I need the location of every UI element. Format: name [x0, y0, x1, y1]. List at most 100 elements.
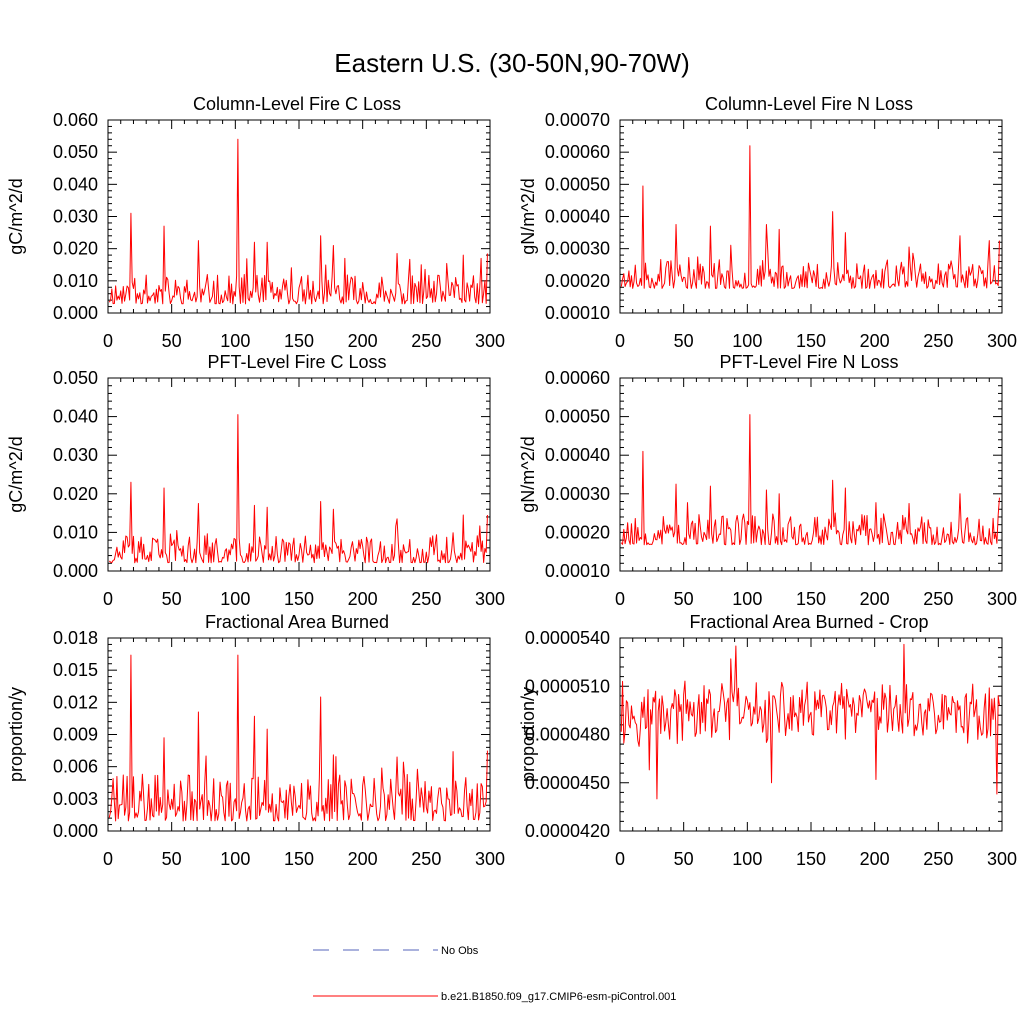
y-tick-label: 0.00050	[545, 174, 610, 194]
chart-title: PFT-Level Fire C Loss	[207, 352, 386, 372]
plot-frame	[107, 637, 491, 832]
x-tick-label: 300	[987, 849, 1017, 869]
y-tick-label: 0.018	[53, 628, 98, 648]
chart-panel-4: PFT-Level Fire N Loss gN/m^2/d 0.00010 0.00…	[518, 352, 1017, 609]
y-axis-label: proportion/y	[518, 687, 538, 782]
plot-frame	[619, 377, 1003, 572]
y-tick-label: 0.00010	[545, 561, 610, 581]
y-tick-label: 0.040	[53, 407, 98, 427]
chart-panel-2: Column-Level Fire N LossgN/m^2/d0.000100…	[518, 94, 1017, 351]
plot-frame	[619, 119, 1003, 314]
x-tick-label: 50	[162, 849, 182, 869]
chart-title: Column-Level Fire C Loss	[193, 94, 401, 114]
x-tick-label: 200	[348, 589, 378, 609]
y-tick-label: 0.0000540	[525, 628, 610, 648]
y-axis-label: gN/m^2/d	[518, 178, 538, 254]
plot-frame	[107, 119, 491, 314]
y-tick-label: 0.010	[53, 522, 98, 542]
y-tick-label: 0.060	[53, 110, 98, 130]
x-tick-label: 250	[923, 589, 953, 609]
chart-title: Column-Level Fire N Loss	[705, 94, 913, 114]
x-tick-label: 150	[796, 849, 826, 869]
y-tick-label: 0.030	[53, 207, 98, 227]
legend: No Obs b.e21.B1850.f09_g17.CMIP6-esm-piC…	[313, 945, 676, 1003]
y-tick-label: 0.050	[53, 142, 98, 162]
x-tick-label: 300	[475, 589, 505, 609]
x-tick-label: 100	[220, 331, 250, 351]
y-tick-label: 0.040	[53, 174, 98, 194]
plot-frame	[107, 377, 491, 572]
y-tick-label: 0.00060	[545, 142, 610, 162]
x-tick-label: 0	[615, 331, 625, 351]
y-tick-label: 0.0000480	[525, 725, 610, 745]
x-tick-label: 100	[732, 589, 762, 609]
y-tick-label: 0.00040	[545, 207, 610, 227]
y-axis-label: gN/m^2/d	[518, 436, 538, 512]
y-tick-label: 0.0000510	[525, 676, 610, 696]
x-tick-label: 50	[674, 331, 694, 351]
x-tick-label: 150	[284, 589, 314, 609]
y-tick-label: 0.00050	[545, 407, 610, 427]
y-tick-label: 0.050	[53, 368, 98, 388]
y-tick-label: 0.00060	[545, 368, 610, 388]
x-tick-label: 100	[220, 589, 250, 609]
y-tick-label: 0.012	[53, 692, 98, 712]
x-tick-label: 100	[732, 849, 762, 869]
y-tick-label: 0.006	[53, 757, 98, 777]
x-tick-label: 100	[732, 331, 762, 351]
chart-panel-3: PFT-Level Fire C Loss gC/m^2/d 0.000 0.010 0…	[6, 352, 505, 609]
y-tick-label: 0.000	[53, 561, 98, 581]
y-axis-label: gC/m^2/d	[6, 436, 26, 512]
series-line-1	[108, 654, 488, 822]
y-tick-label: 0.00030	[545, 484, 610, 504]
legend-obs-label: No Obs	[441, 945, 479, 957]
y-tick-label: 0.030	[53, 445, 98, 465]
chart-panel-1: Column-Level Fire C Loss gC/m^2/d 0.000 0.0…	[6, 94, 505, 351]
x-tick-label: 150	[284, 331, 314, 351]
chart-title: PFT-Level Fire N Loss	[719, 352, 898, 372]
x-tick-label: 150	[796, 331, 826, 351]
y-tick-label: 0.000	[53, 821, 98, 841]
x-tick-label: 200	[348, 331, 378, 351]
x-tick-label: 150	[796, 589, 826, 609]
x-tick-label: 0	[103, 331, 113, 351]
y-tick-label: 0.00030	[545, 239, 610, 259]
chart-panel-6: Fractional Area Burned - Crop proportion/…	[518, 612, 1017, 869]
y-tick-label: 0.00070	[545, 110, 610, 130]
legend-model-label: b.e21.B1850.f09_g17.CMIP6-esm-piControl.…	[441, 991, 676, 1003]
x-tick-label: 0	[615, 849, 625, 869]
x-tick-label: 50	[674, 849, 694, 869]
series-line-1	[108, 138, 488, 305]
y-tick-label: 0.00020	[545, 271, 610, 291]
panels: Column-Level Fire C Loss gC/m^2/d 0.000 0.0…	[6, 94, 1017, 869]
plot-frame	[619, 637, 1003, 832]
y-tick-label: 0.00010	[545, 303, 610, 323]
x-tick-label: 250	[411, 589, 441, 609]
y-tick-label: 0.020	[53, 239, 98, 259]
x-tick-label: 0	[103, 849, 113, 869]
y-tick-label: 0.010	[53, 271, 98, 291]
y-tick-label: 0.020	[53, 484, 98, 504]
y-tick-label: 0.0000450	[525, 773, 610, 793]
y-axis-label: proportion/y	[6, 687, 26, 782]
chart-title: Fractional Area Burned	[205, 612, 389, 632]
x-tick-label: 200	[860, 331, 890, 351]
series-line-1	[620, 414, 1000, 546]
y-tick-label: 0.015	[53, 660, 98, 680]
figure-title: Eastern U.S. (30-50N,90-70W)	[334, 48, 689, 78]
x-tick-label: 300	[987, 589, 1017, 609]
chart-title: Fractional Area Burned - Crop	[689, 612, 928, 632]
y-tick-label: 0.009	[53, 725, 98, 745]
x-tick-label: 0	[615, 589, 625, 609]
chart-panel-5: Fractional Area Burnedproportion/y0.0000…	[6, 612, 505, 869]
x-tick-label: 50	[674, 589, 694, 609]
x-tick-label: 200	[860, 849, 890, 869]
x-tick-label: 150	[284, 849, 314, 869]
y-tick-label: 0.003	[53, 789, 98, 809]
series-line-1	[620, 145, 1000, 289]
y-tick-label: 0.00020	[545, 522, 610, 542]
x-tick-label: 50	[162, 589, 182, 609]
x-tick-label: 300	[475, 849, 505, 869]
x-tick-label: 250	[923, 849, 953, 869]
